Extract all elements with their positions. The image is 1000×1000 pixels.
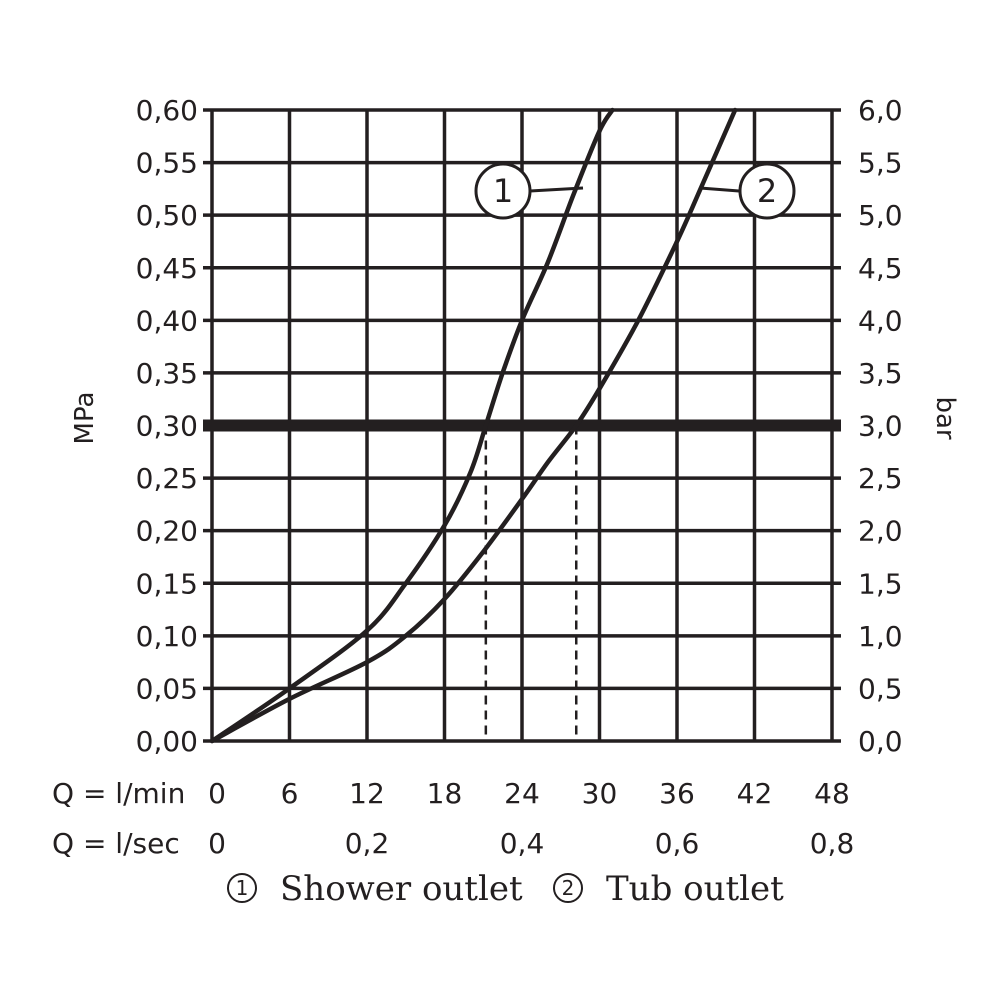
legend-marker-1-circle [227,873,257,903]
marker-leader-2 [699,186,740,193]
y-left-tick-label-5: 0,25 [136,462,198,495]
x-secondary-tick-label-4: 0,8 [810,827,855,860]
x-secondary-tick-label-1: 0,2 [345,827,390,860]
marker-leader-1 [529,186,584,193]
y-right-tick-label-10: 5,0 [858,199,903,232]
drop-lines [484,425,578,741]
x-secondary-tick-label-3: 0,6 [655,827,700,860]
marker-circle-1 [474,162,532,220]
y-right-tick-label-11: 5,5 [858,147,903,180]
y-left-tick-label-3: 0,15 [136,567,198,600]
x-tick-label-4: 24 [504,777,540,810]
legend-label-shower: Shower outlet [280,869,523,909]
y-right-tick-label-3: 1,5 [858,567,903,600]
y-left-tick-label-0: 0,00 [136,725,198,758]
y-left-axis-label: MPa [70,392,100,445]
y-left-tick-label-6: 0,30 [136,410,198,443]
x-tick-label-2: 12 [349,777,385,810]
y-right-tick-label-9: 4,5 [858,252,903,285]
x-tick-label-8: 48 [814,777,850,810]
y-left-tick-label-4: 0,20 [136,515,198,548]
y-left-tick-labels: 0,00 0,05 0,10 0,15 0,20 0,25 0,30 0,35 0,40 0,45… [136,94,198,758]
x-tick-label-5: 30 [582,777,618,810]
marker-text-2: 2 [757,172,777,210]
legend-item-tub: 2 Tub outlet [553,869,784,909]
y-left-tick-label-2: 0,10 [136,620,198,653]
y-right-axis-label: bar [930,396,960,439]
y-right-tick-label-4: 2,0 [858,515,903,548]
legend-item-shower: 1 Shower outlet [227,869,523,909]
marker-circle-2 [738,162,796,220]
y-right-tick-label-8: 4,0 [858,304,903,337]
y-left-tick-label-12: 0,60 [136,94,198,127]
legend-marker-2-text: 2 [562,876,575,900]
y-left-tick-label-10: 0,50 [136,199,198,232]
x-secondary-tick-label-0: 0 [208,827,226,860]
y-left-tick-label-8: 0,40 [136,304,198,337]
y-right-tick-label-2: 1,0 [858,620,903,653]
x-secondary-unit-label: Q = l/sec [52,827,180,860]
y-left-tick-label-7: 0,35 [136,357,198,390]
x-tick-label-0: 0 [208,777,226,810]
marker-text-1: 1 [493,172,513,210]
y-right-tick-label-12: 6,0 [858,94,903,127]
y-right-tick-label-6: 3,0 [858,410,903,443]
y-right-tick-labels: 0,0 0,5 1,0 1,5 2,0 2,5 3,0 3,5 4,0 4,5 5,0 5,5 6,0 [858,94,903,758]
x-unit-label: Q = l/min [52,777,185,810]
x-tick-label-7: 42 [737,777,773,810]
y-left-tick-label-9: 0,45 [136,252,198,285]
legend-marker-1-text: 1 [236,876,249,900]
legend: 1 Shower outlet 2 Tub outlet [227,869,784,909]
legend-marker-2-circle [553,873,583,903]
legend-label-tub: Tub outlet [606,869,784,909]
series-line-2 [209,107,738,744]
x-tick-label-1: 6 [281,777,299,810]
series-lines [209,107,738,744]
y-right-tick-label-0: 0,0 [858,725,903,758]
y-right-tick-label-7: 3,5 [858,357,903,390]
y-left-tick-label-1: 0,05 [136,672,198,705]
y-right-tick-label-5: 2,5 [858,462,903,495]
series-line-1 [209,107,615,744]
x-axis-labels: 0 6 12 18 24 30 36 42 48 0 0,2 0,4 0,6 0,8 [208,777,854,860]
y-right-tick-label-1: 0,5 [858,672,903,705]
x-secondary-tick-label-2: 0,4 [500,827,545,860]
y-left-tick-label-11: 0,55 [136,147,198,180]
x-tick-label-6: 36 [659,777,695,810]
x-tick-label-3: 18 [427,777,463,810]
